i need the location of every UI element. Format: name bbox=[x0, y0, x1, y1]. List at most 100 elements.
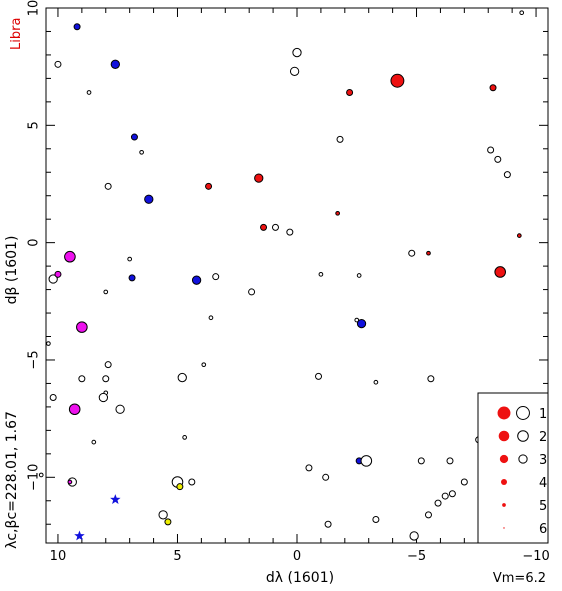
legend-label: 5 bbox=[539, 499, 547, 514]
star-point bbox=[390, 73, 405, 88]
star-point bbox=[248, 288, 256, 296]
star-symbol-marker bbox=[74, 530, 85, 541]
x-tick-label: 10 bbox=[50, 549, 67, 564]
star-point bbox=[318, 271, 324, 277]
y-tick-label: −10 bbox=[27, 464, 42, 491]
star-point bbox=[91, 439, 97, 445]
star-point bbox=[102, 375, 110, 383]
star-point bbox=[103, 289, 109, 295]
center-coordinates-label: λc,βc=228.01, 1.67 bbox=[4, 411, 20, 549]
x-tick-label: −10 bbox=[522, 549, 549, 564]
star-point bbox=[408, 249, 416, 257]
y-tick-label: 5 bbox=[27, 121, 42, 129]
star-point bbox=[271, 223, 279, 231]
tick-layer: 10 5 0 −5 −10 10 5 0 −5 −10 bbox=[27, 0, 550, 564]
star-point bbox=[76, 321, 88, 333]
star-point bbox=[188, 478, 196, 486]
star-point bbox=[460, 478, 468, 486]
star-point bbox=[441, 492, 449, 500]
star-point bbox=[503, 171, 511, 179]
star-point bbox=[324, 520, 332, 528]
star-point bbox=[356, 318, 367, 329]
star-point bbox=[424, 511, 432, 519]
star-point bbox=[448, 490, 456, 498]
legend-filled-marker bbox=[502, 503, 506, 507]
magnitude-legend: 1 2 3 4 5 6 bbox=[477, 392, 549, 544]
star-point bbox=[315, 372, 323, 380]
star-point bbox=[68, 403, 81, 416]
star-point bbox=[205, 182, 213, 190]
x-tick-label: 5 bbox=[173, 549, 181, 564]
x-tick-label: −5 bbox=[407, 549, 426, 564]
star-point bbox=[48, 274, 58, 284]
star-point bbox=[289, 66, 300, 77]
star-point bbox=[434, 499, 442, 507]
star-point bbox=[494, 266, 506, 278]
legend-box bbox=[477, 392, 549, 544]
star-point bbox=[115, 404, 125, 414]
x-axis-title: dλ (1601) bbox=[266, 570, 334, 586]
star-point bbox=[182, 435, 187, 440]
y-tick-label: 10 bbox=[27, 0, 42, 16]
star-point bbox=[46, 341, 51, 346]
star-point bbox=[164, 518, 172, 526]
star-point bbox=[130, 133, 138, 141]
star-point bbox=[110, 59, 120, 69]
star-point bbox=[372, 516, 380, 524]
star-point bbox=[139, 149, 144, 155]
legend-open-marker bbox=[516, 406, 530, 420]
star-point bbox=[104, 182, 112, 190]
star-point bbox=[292, 47, 302, 58]
star-point bbox=[489, 84, 497, 92]
plot-frame bbox=[45, 7, 549, 544]
legend-filled-marker bbox=[498, 430, 510, 442]
star-point bbox=[519, 10, 525, 16]
star-point bbox=[144, 194, 154, 204]
star-point bbox=[426, 250, 431, 256]
star-point bbox=[127, 256, 133, 262]
star-point bbox=[201, 362, 207, 368]
star-point bbox=[260, 223, 268, 231]
star-point bbox=[427, 375, 435, 383]
star-point bbox=[176, 483, 184, 491]
star-point bbox=[322, 473, 330, 481]
legend-label: 4 bbox=[539, 476, 547, 491]
star-point bbox=[373, 379, 379, 385]
limiting-magnitude-label: Vm=6.2 bbox=[493, 571, 546, 586]
marker-layer bbox=[74, 494, 121, 541]
y-axis-title: dβ (1601) bbox=[4, 236, 20, 305]
star-layer bbox=[38, 10, 525, 541]
star-point bbox=[98, 392, 109, 403]
star-point bbox=[336, 135, 344, 143]
chart-title: Libra bbox=[9, 18, 24, 50]
star-point bbox=[208, 315, 214, 321]
star-point bbox=[67, 479, 73, 485]
star-point bbox=[191, 275, 202, 285]
star-point bbox=[417, 457, 425, 465]
star-point bbox=[286, 228, 294, 236]
legend-label: 1 bbox=[539, 407, 547, 422]
star-point bbox=[212, 273, 220, 281]
star-point bbox=[54, 60, 62, 68]
legend-filled-marker bbox=[499, 454, 509, 464]
star-point bbox=[446, 457, 454, 465]
legend-filled-marker bbox=[501, 479, 507, 485]
star-point bbox=[78, 375, 86, 383]
star-point bbox=[64, 250, 76, 263]
star-point bbox=[128, 274, 136, 282]
legend-filled-marker bbox=[503, 527, 505, 529]
star-point bbox=[494, 155, 502, 163]
legend-filled-marker bbox=[497, 406, 511, 420]
legend-label: 2 bbox=[539, 430, 547, 445]
legend-label: 3 bbox=[539, 453, 547, 468]
star-point bbox=[73, 23, 81, 31]
star-point bbox=[158, 510, 168, 520]
x-tick-label: 0 bbox=[293, 549, 301, 564]
star-point bbox=[360, 455, 373, 467]
legend-label: 6 bbox=[539, 522, 547, 537]
y-tick-label: −5 bbox=[27, 350, 42, 369]
star-point bbox=[104, 361, 112, 369]
star-point bbox=[356, 273, 362, 278]
star-point bbox=[54, 270, 62, 278]
